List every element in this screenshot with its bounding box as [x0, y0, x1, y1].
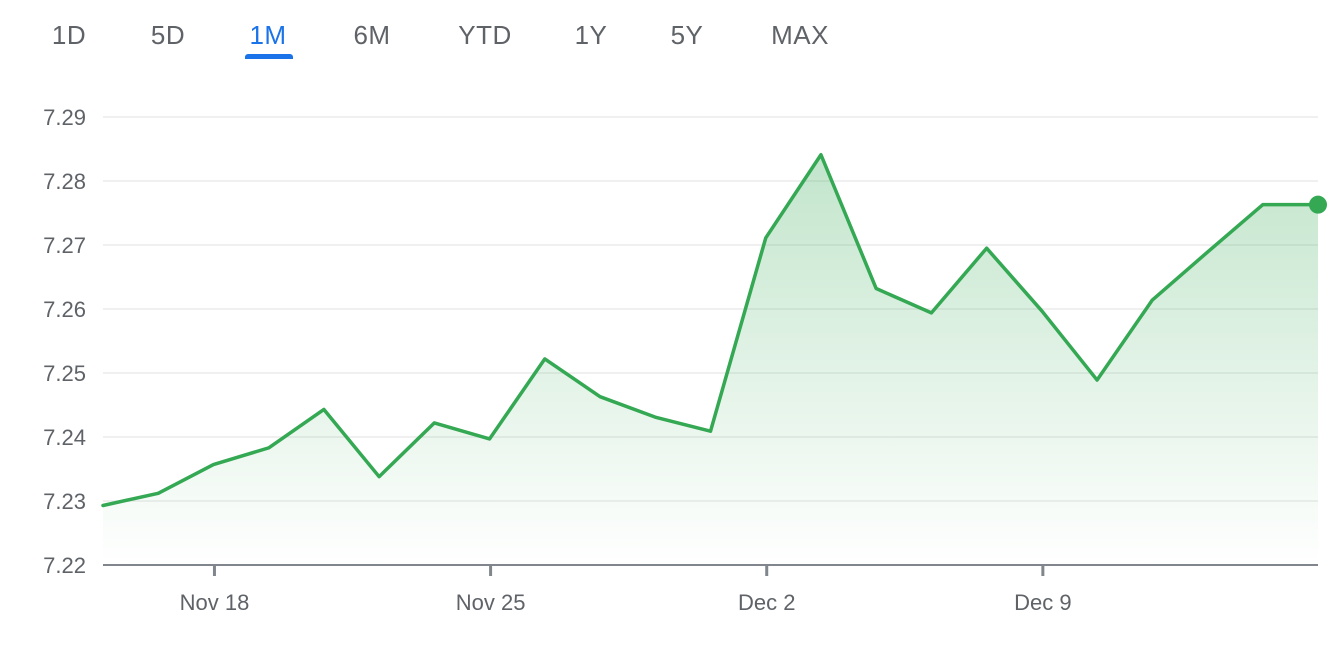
y-tick-label: 7.23	[43, 489, 86, 514]
current-price-dot[interactable]	[1309, 195, 1327, 214]
x-tick-label: Nov 25	[456, 590, 526, 615]
y-tick-label: 7.29	[43, 105, 86, 130]
y-tick-label: 7.24	[43, 425, 86, 450]
y-tick-label: 7.28	[43, 169, 86, 194]
range-tabs: 1D 5D 1M 6M YTD 1Y 5Y MAX	[0, 0, 900, 70]
y-tick-label: 7.27	[43, 233, 86, 258]
tab-ytd[interactable]: YTD	[458, 20, 512, 50]
tab-5d[interactable]: 5D	[150, 20, 186, 50]
y-tick-label: 7.22	[43, 553, 86, 578]
price-line	[101, 153, 1320, 508]
price-area	[103, 154, 1318, 565]
tab-1y[interactable]: 1Y	[574, 20, 608, 50]
tab-1m[interactable]: 1M	[249, 20, 287, 50]
tab-5y[interactable]: 5Y	[670, 20, 704, 50]
y-axis: 7.22 7.23 7.24 7.25 7.26 7.27 7.28 7.29	[43, 105, 86, 578]
tab-6m[interactable]: 6M	[353, 20, 391, 50]
x-tick-label: Nov 18	[180, 590, 250, 615]
y-tick-label: 7.26	[43, 297, 86, 322]
x-tick-label: Dec 9	[1014, 590, 1071, 615]
x-tick-label: Dec 2	[738, 590, 795, 615]
x-axis: Nov 18 Nov 25 Dec 2 Dec 9	[180, 565, 1072, 615]
y-tick-label: 7.25	[43, 361, 86, 386]
tab-1d[interactable]: 1D	[51, 20, 87, 50]
active-tab-indicator	[245, 54, 293, 59]
tab-max[interactable]: MAX	[771, 20, 829, 50]
